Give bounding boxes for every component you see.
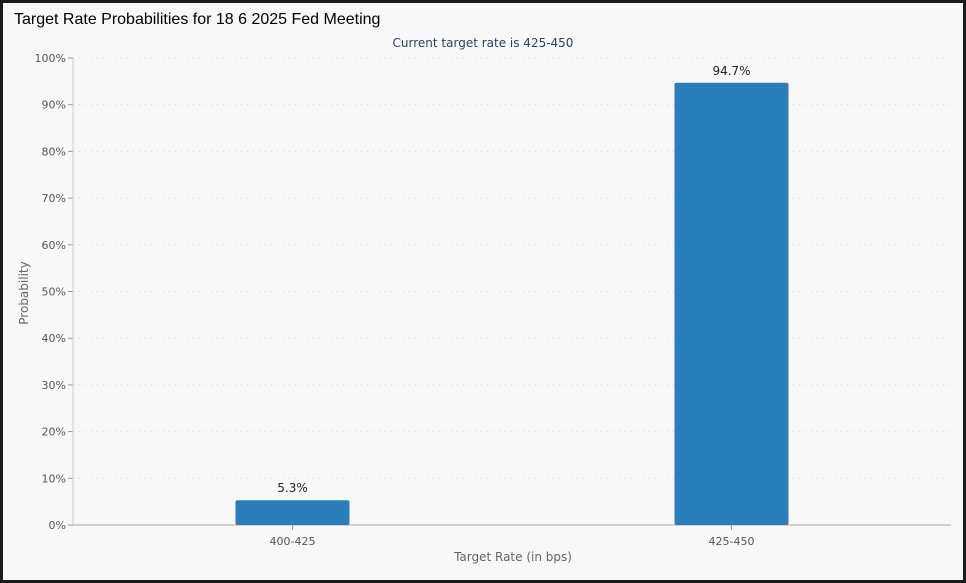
x-tick-label: 400-425 — [270, 535, 316, 548]
x-axis-label: Target Rate (in bps) — [453, 550, 572, 564]
window-title: Target Rate Probabilities for 18 6 2025 … — [14, 11, 381, 28]
y-tick-label: 90% — [42, 99, 66, 112]
bar-400-425[interactable] — [235, 500, 350, 525]
x-tick-label: 425-450 — [709, 535, 755, 548]
x-axis-ticks: 400-425 425-450 — [270, 525, 755, 548]
y-tick-label: 30% — [42, 379, 66, 392]
y-tick-label: 70% — [42, 192, 66, 205]
y-tick-label: 40% — [42, 332, 66, 345]
y-tick-label: 20% — [42, 426, 66, 439]
y-tick-label: 60% — [42, 239, 66, 252]
chart-window: Target Rate Probabilities for 18 6 2025 … — [3, 3, 963, 580]
grid-lines — [73, 57, 951, 479]
y-tick-label: 50% — [42, 286, 66, 299]
bars: 5.3% 94.7% — [235, 64, 789, 525]
y-axis-ticks: 0% 10% 20% 30% 40% 50% 60% 70% 80% 90% 100% — [35, 52, 73, 532]
chart-subtitle: Current target rate is 425-450 — [393, 36, 574, 50]
y-tick-label: 100% — [35, 52, 66, 65]
y-axis-label: Probability — [17, 261, 31, 324]
chart-area: Current target rate is 425-450 0% 10% 20% 3… — [17, 36, 951, 564]
bar-425-450[interactable] — [674, 82, 789, 525]
data-label: 94.7% — [712, 64, 750, 78]
y-tick-label: 0% — [49, 519, 66, 532]
y-tick-label: 10% — [42, 472, 66, 485]
data-label: 5.3% — [277, 481, 308, 495]
y-tick-label: 80% — [42, 145, 66, 158]
